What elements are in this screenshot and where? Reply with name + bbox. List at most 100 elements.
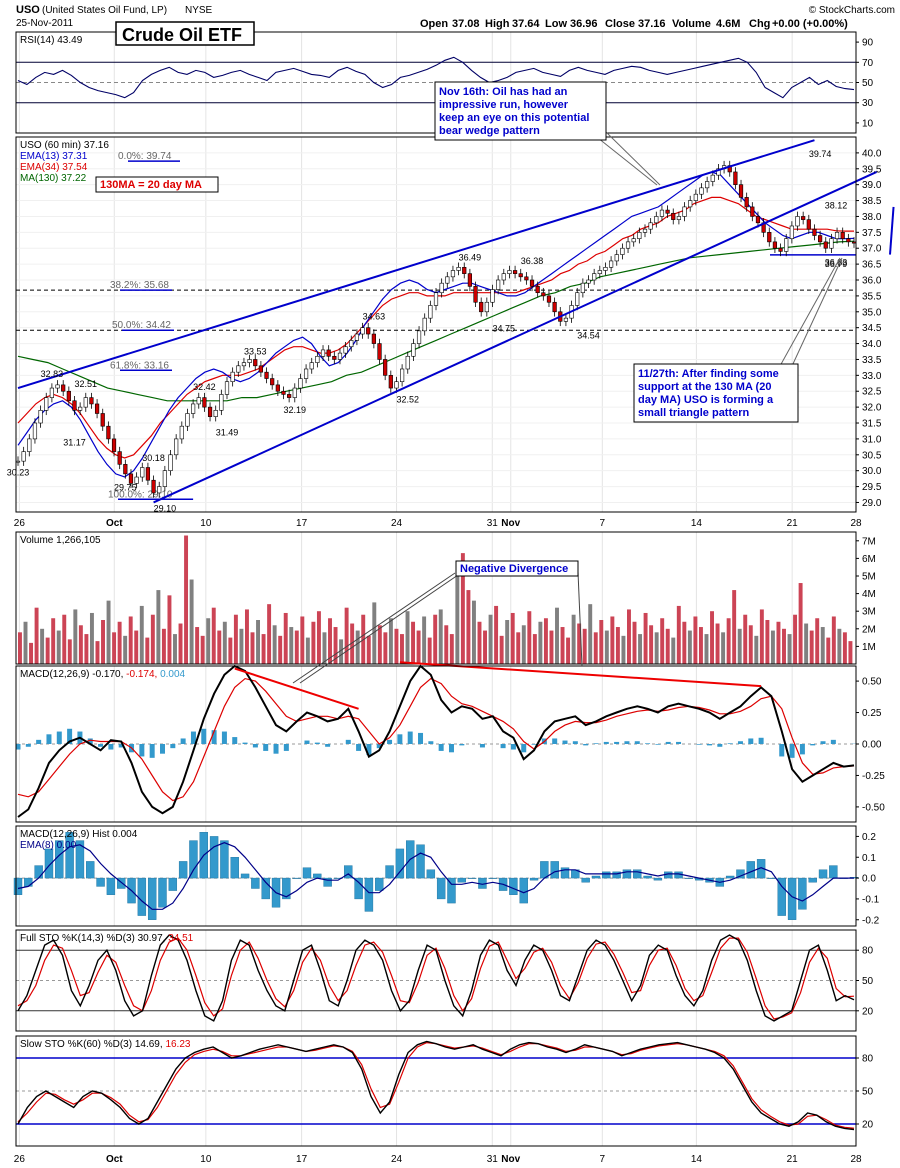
nov27-line-2: support at the 130 MA (20 [638,381,771,393]
macd-hist-bar [572,741,578,744]
volume-bar [145,637,150,664]
hist-bar [560,867,570,879]
stockcharts-credit: © StockCharts.com [809,5,895,16]
volume-bar [328,618,332,664]
hist-bar [581,877,590,883]
hist-bar [34,865,43,879]
price-ytick-label: 34.5 [862,323,882,334]
macd-hist-bar [438,744,444,751]
price-xtick-label: 10 [200,518,212,529]
volume-bar [339,639,344,664]
hist-bar [96,877,105,887]
volume-bar [477,621,482,664]
bottom-xtick-label: Nov [501,1154,520,1165]
volume-bar [433,614,438,664]
wedge-lower-line [153,171,878,504]
price-label: 30.18 [142,453,165,463]
candle-body [371,333,376,344]
open-label: Open [420,18,448,30]
volume-bar [289,627,294,664]
candle-body [196,397,201,405]
candle-body [354,333,360,341]
volume-bar [654,632,659,664]
hist-bar [323,877,332,887]
volume-bar [45,637,50,664]
volume-bar [820,627,825,664]
price-ytick-label: 38.5 [862,196,882,207]
candle-body [162,470,167,487]
price-ytick-label: 39.5 [862,164,882,175]
chg-value: +0.00 (+0.00%) [772,18,848,30]
candle-body [202,397,207,408]
macd-hist-bar [221,731,227,744]
candle-body [49,387,54,398]
volume-label: Volume [672,18,711,30]
candle-body [145,467,151,481]
macd-hist-bar [139,744,145,757]
hist-bar [519,877,528,904]
volume-bar [156,590,161,664]
candle-body [123,464,128,475]
candle-body [134,476,139,484]
macd-hist-bar [717,744,723,747]
candle-body [840,232,845,239]
macd-hist-bar [830,739,836,744]
volume-ytick-label: 4M [862,589,876,600]
candle-body [648,222,653,230]
candle-body [733,171,738,185]
candle-body [303,368,309,379]
hist-bar [808,877,817,883]
macd-hist-bar [603,741,609,744]
macd-hist-bar [583,744,589,746]
price-legend-2: EMA(34) 37.54 [20,162,88,173]
volume-ytick-label: 5M [862,572,876,583]
ssto-legend: Slow STO %K(60) %D(3) 14.69, 16.23 [20,1039,191,1050]
price-ytick-label: 33.0 [862,371,882,382]
volume-bar [167,595,172,664]
volume-bar [566,637,571,664]
volume-panel: 1M 2M 3M 4M 5M 6M 7M Volume 1,266,105 [15,531,876,665]
volume-bar [101,620,105,664]
macd-hist-bar [356,744,362,751]
macd-hist-bar [252,744,258,748]
volume-legend-0: Volume 1,266,105 [20,535,101,546]
price-xtick-label: 28 [850,518,862,529]
price-label: 32.51 [75,379,98,389]
volume-bar [366,635,371,664]
volume-bar [726,618,731,664]
volume-value: 4.6M [716,18,740,30]
rsi-ytick-label: 90 [862,38,874,49]
volume-bar [411,621,416,664]
volume-bar [765,620,770,664]
hist-bar [612,871,621,879]
volume-bar [665,628,670,664]
macd-hist-bar [593,743,599,744]
candle-body [716,168,721,176]
hist-bar [818,869,828,879]
hist-bar [436,877,446,900]
macd-hist-bar [407,731,413,744]
rsi-ytick-label: 70 [862,58,874,69]
hist-bar [354,877,363,900]
volume-bar [632,621,637,664]
candle-body [445,276,450,284]
volume-bar [721,632,726,664]
candle-body [292,387,297,398]
volume-bar [499,635,504,664]
price-label: 31.49 [216,427,239,437]
triangle-upper-line [889,206,895,255]
macd-ytick-label: 0.00 [862,740,882,751]
candle-body [784,238,789,252]
macd-hist-bar [737,741,743,744]
macd-hist-bar [531,744,537,745]
volume-bar [494,605,499,664]
volume-bar [466,590,471,664]
hist-bar [65,832,74,879]
candle-body [693,193,698,201]
candle-body [400,368,405,383]
nov27-line-4: small triangle pattern [638,407,750,419]
price-label: 38.12 [825,201,848,211]
hist-bar [282,877,291,900]
price-ytick-label: 35.5 [862,291,882,302]
hist-bar [189,840,198,879]
